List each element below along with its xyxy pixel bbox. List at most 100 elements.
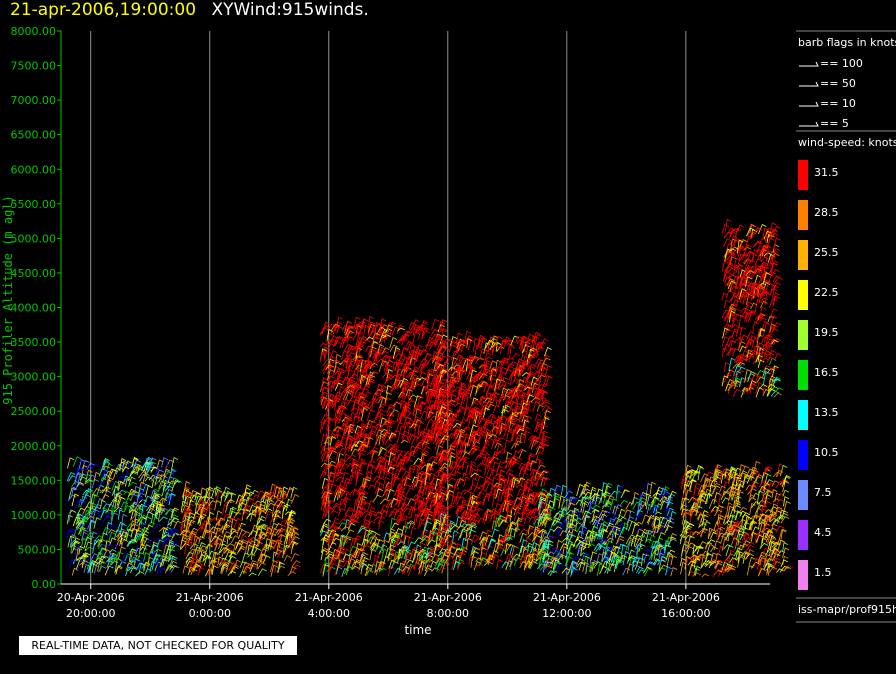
wind-barb — [68, 510, 77, 514]
wind-barb — [366, 409, 375, 422]
wind-barb — [550, 547, 559, 555]
wind-barb — [540, 383, 549, 395]
wind-barb — [495, 450, 504, 457]
wind-barb — [354, 408, 364, 416]
wind-barb — [763, 514, 772, 524]
wind-barb — [511, 442, 520, 450]
wind-barb — [741, 514, 749, 521]
wind-barb — [111, 486, 120, 496]
wind-barb — [115, 565, 123, 575]
wind-barb — [114, 543, 123, 549]
wind-barb — [210, 487, 219, 499]
wind-barb — [423, 432, 432, 442]
wind-barb — [470, 546, 479, 555]
wind-barb — [470, 472, 479, 478]
wind-barb — [328, 499, 335, 510]
wind-barb — [390, 517, 397, 530]
wind-barb — [620, 489, 629, 499]
wind-barb — [535, 346, 545, 354]
wind-barb — [412, 551, 420, 564]
wind-barb — [466, 338, 473, 348]
wind-barb — [233, 511, 242, 519]
wind-barb — [396, 532, 405, 544]
wind-barb — [268, 491, 276, 502]
header-title: XYWind:915winds. — [211, 0, 369, 20]
wind-barb — [741, 386, 749, 392]
wind-barb — [450, 413, 458, 425]
wind-barb — [498, 519, 507, 528]
wind-barb — [566, 530, 573, 541]
wind-barb — [522, 402, 530, 417]
wind-barb — [428, 472, 435, 481]
wind-barb — [151, 513, 157, 523]
wind-barb — [751, 282, 758, 293]
wind-barb — [447, 447, 456, 453]
wind-barbs — [66, 218, 793, 578]
wind-barb — [330, 429, 339, 436]
wind-barb — [465, 396, 472, 409]
wind-barb — [326, 328, 334, 342]
wind-barb — [327, 358, 335, 369]
wind-barb — [334, 394, 341, 407]
wind-barb — [493, 502, 502, 516]
wind-barb — [486, 403, 495, 411]
wind-barb — [710, 552, 718, 562]
wind-barb — [236, 527, 244, 536]
wind-barb — [491, 528, 499, 538]
wind-barb — [703, 478, 710, 492]
wind-barb — [761, 527, 771, 534]
wind-barb — [742, 476, 750, 488]
wind-barb — [644, 538, 653, 544]
wind-barb — [728, 474, 735, 484]
wind-barb — [352, 399, 360, 411]
wind-barb — [731, 328, 739, 338]
wind-barb — [406, 342, 415, 352]
wind-barb — [715, 559, 724, 569]
wind-barb — [484, 356, 493, 361]
wind-barb — [322, 502, 330, 512]
wind-barb — [717, 532, 726, 541]
wind-barb — [530, 558, 538, 565]
wind-barb — [504, 418, 511, 429]
wind-barb — [250, 543, 259, 555]
wind-barb — [518, 545, 526, 558]
wind-barb — [523, 426, 531, 439]
wind-barb — [439, 414, 447, 426]
wind-barb — [525, 492, 535, 503]
wind-barb — [439, 475, 447, 484]
wind-barb — [441, 472, 450, 481]
wind-barb — [391, 456, 399, 461]
wind-barb — [463, 476, 471, 487]
wind-barb — [104, 565, 114, 576]
wind-barb — [749, 224, 756, 234]
wind-barb — [745, 276, 752, 287]
wind-barb — [530, 508, 539, 516]
wind-barb — [744, 355, 754, 361]
wind-barb — [411, 368, 420, 377]
y-tick-label-2: 1000.00 — [11, 509, 57, 522]
wind-barb — [433, 379, 440, 390]
wind-barb — [416, 489, 424, 498]
wind-barb — [420, 535, 430, 541]
wind-barb — [376, 405, 384, 416]
wind-barb — [98, 547, 106, 562]
y-tick-label-14: 7000.00 — [11, 94, 57, 107]
wind-barb — [770, 253, 780, 261]
wind-barb — [681, 543, 689, 556]
wind-barb — [682, 508, 691, 518]
wind-barb — [90, 493, 97, 508]
wind-barb — [422, 450, 430, 464]
wind-barb — [697, 466, 705, 481]
wind-barb — [352, 331, 362, 341]
wind-barb — [509, 521, 517, 530]
wind-barb — [633, 534, 641, 547]
barb-legend-title: barb flags in knots — [798, 36, 896, 49]
wind-barb — [764, 554, 772, 563]
wind-barb — [129, 493, 138, 502]
wind-barb — [591, 508, 600, 513]
wind-barb — [258, 524, 267, 530]
wind-barb — [356, 511, 364, 518]
wind-barb — [475, 557, 483, 563]
wind-barb — [583, 555, 591, 565]
wind-barb — [544, 346, 552, 357]
